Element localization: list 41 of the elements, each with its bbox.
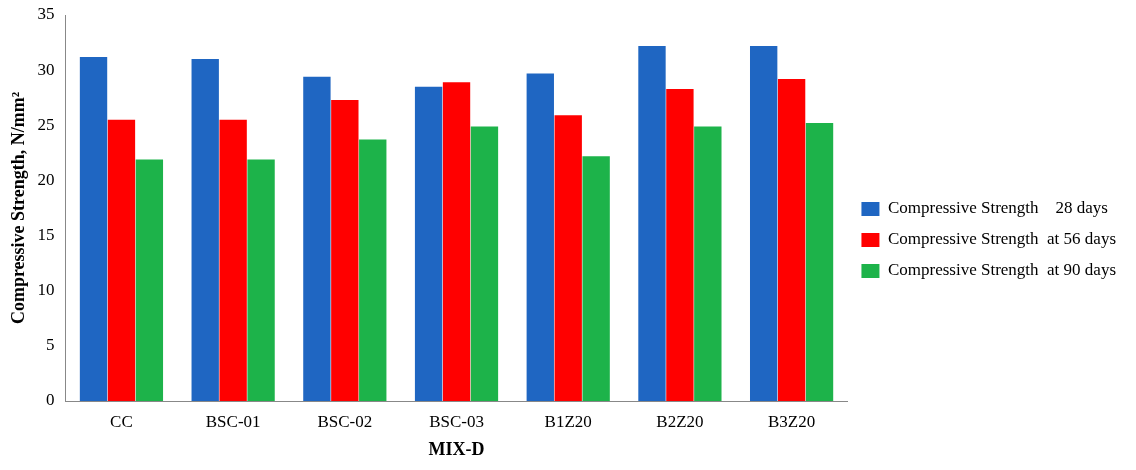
x-tick-label: BSC-03 — [429, 411, 484, 431]
bar — [247, 159, 275, 401]
bar — [135, 159, 164, 401]
y-tick-label: 15 — [37, 225, 55, 245]
x-tick-label: CC — [110, 411, 133, 431]
bar — [219, 119, 247, 401]
bar — [638, 45, 666, 401]
bar — [582, 156, 610, 401]
y-tick-label: 35 — [37, 4, 55, 24]
x-tick-label: BSC-01 — [205, 411, 261, 431]
x-axis-title: MIX-D — [428, 438, 485, 459]
x-tick-label: BSC-02 — [317, 411, 373, 431]
legend-label: Compressive Strength 28 days — [887, 198, 1108, 218]
x-tick-label: B1Z20 — [544, 411, 592, 431]
bar — [777, 78, 806, 401]
bar — [414, 86, 443, 401]
y-tick-label: 25 — [37, 114, 55, 134]
bar — [303, 76, 331, 401]
bar — [666, 88, 694, 401]
y-tick-label: 0 — [46, 390, 55, 410]
bar — [554, 115, 582, 401]
bar — [359, 139, 387, 401]
bar — [694, 126, 722, 401]
x-tick-label: B2Z20 — [656, 411, 704, 431]
y-axis-title: Compressive Strength, N/mm² — [8, 91, 29, 325]
x-tick-label: B3Z20 — [767, 411, 816, 431]
legend-label: Compressive Strength at 90 days — [887, 260, 1117, 280]
legend-label: Compressive Strength at 56 days — [887, 229, 1117, 249]
y-tick-label: 10 — [37, 280, 55, 300]
y-tick-label: 30 — [37, 59, 55, 79]
bar — [191, 59, 219, 401]
bar — [749, 45, 778, 401]
bar — [79, 56, 108, 401]
bar — [107, 119, 136, 401]
y-tick-label: 20 — [37, 169, 55, 189]
bar — [805, 123, 834, 401]
y-tick-label: 5 — [46, 335, 55, 355]
bar — [470, 126, 499, 401]
bar — [331, 99, 359, 401]
bar — [442, 82, 471, 401]
bar — [526, 73, 554, 401]
